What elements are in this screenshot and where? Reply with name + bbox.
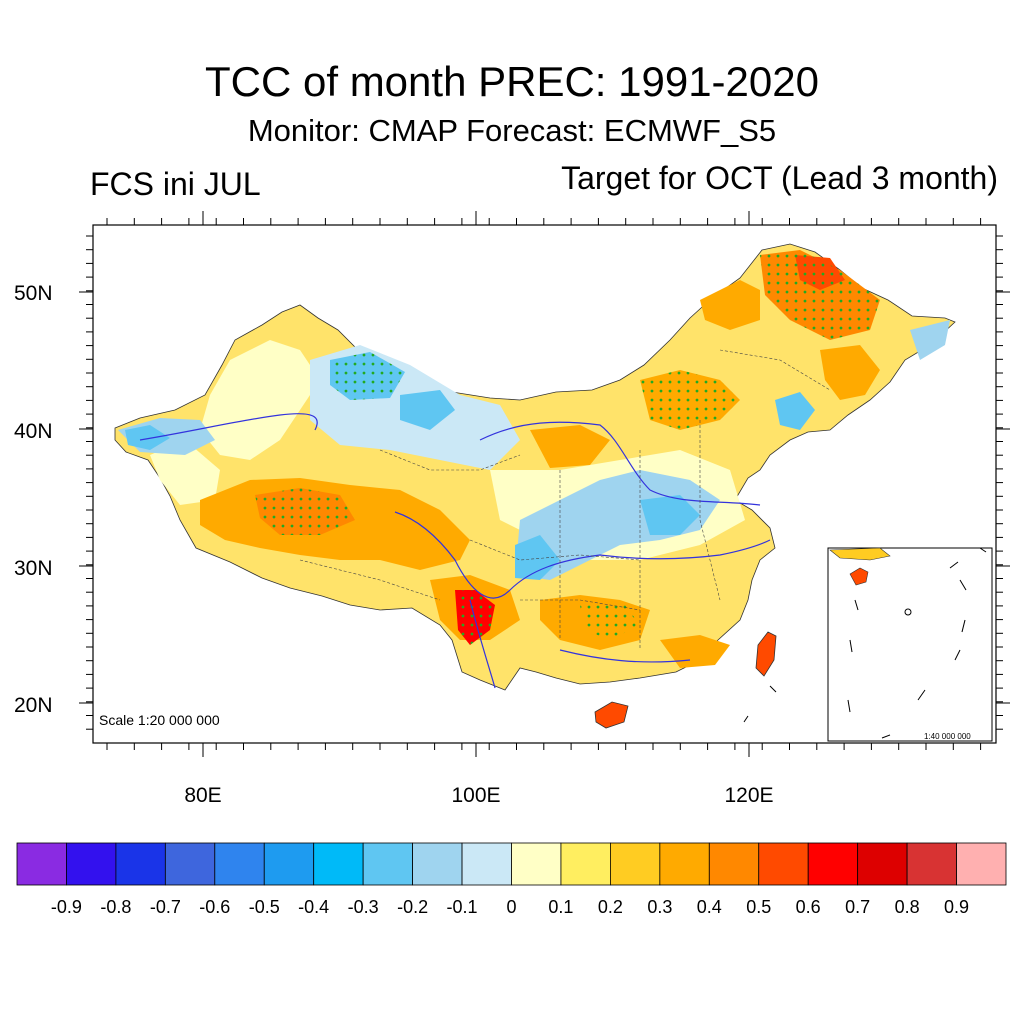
colorbar-label: -0.8: [100, 897, 131, 917]
lat-label-20n: 20N: [14, 694, 53, 717]
chart-title: TCC of month PREC: 1991-2020: [205, 58, 819, 105]
colorbar-label: 0.7: [845, 897, 870, 917]
taiwan-island: [755, 631, 777, 677]
colorbar-swatch: [956, 842, 1007, 886]
colorbar-swatch: [263, 842, 315, 886]
colorbar-swatch: [857, 842, 908, 886]
colorbar-label: -0.3: [348, 897, 379, 917]
colorbar-swatch: [362, 842, 413, 886]
lon-label-80e: 80E: [184, 784, 221, 807]
colorbar-label: -0.9: [51, 897, 82, 917]
colorbar-label: -0.7: [150, 897, 181, 917]
colorbar-swatch: [560, 842, 611, 886]
colorbar-swatch: [164, 842, 216, 886]
colorbar-label: 0: [506, 897, 516, 917]
colorbar-label: -0.2: [397, 897, 428, 917]
lat-label-30n: 30N: [14, 557, 53, 580]
colorbar-label: 0.6: [796, 897, 821, 917]
colorbar-swatch: [906, 842, 957, 886]
colorbar-swatch: [115, 842, 166, 886]
colorbar: -0.9 -0.8 -0.7 -0.6 -0.5 -0.4 -0.3 -0.2 -0.1 0 0.1…: [16, 842, 1007, 917]
colorbar-label: 0.3: [647, 897, 672, 917]
hainan-island: [594, 701, 629, 729]
colorbar-label: 0.4: [697, 897, 722, 917]
colorbar-swatch: [758, 842, 809, 886]
colorbar-label: 0.2: [598, 897, 623, 917]
south-china-sea-inset: 1:40 000 000: [827, 547, 993, 742]
colorbar-label: 0.1: [548, 897, 573, 917]
colorbar-swatch: [659, 842, 710, 886]
lon-label-120e: 120E: [724, 784, 773, 807]
colorbar-swatch: [214, 842, 265, 886]
colorbar-label: -0.5: [249, 897, 280, 917]
init-label: FCS ini JUL: [90, 166, 261, 202]
colorbar-label: 0.8: [895, 897, 920, 917]
colorbar-swatch: [66, 842, 117, 886]
colorbar-swatch: [511, 842, 562, 886]
colorbar-swatch: [412, 842, 463, 886]
target-label: Target for OCT (Lead 3 month): [561, 160, 998, 196]
colorbar-swatch: [461, 842, 512, 886]
lat-label-50n: 50N: [14, 282, 53, 305]
inset-scale-text: 1:40 000 000: [924, 732, 971, 741]
colorbar-label: -0.4: [298, 897, 329, 917]
colorbar-label: -0.1: [447, 897, 478, 917]
lon-label-100e: 100E: [451, 784, 500, 807]
map-scale-text: Scale 1:20 000 000: [99, 712, 220, 728]
colorbar-label: -0.6: [199, 897, 230, 917]
colorbar-label: 0.5: [746, 897, 771, 917]
province-borders: [299, 349, 831, 650]
colorbar-swatch: [708, 842, 760, 886]
colorbar-label: 0.9: [944, 897, 969, 917]
rivers: [139, 413, 771, 689]
chart-subtitle: Monitor: CMAP Forecast: ECMWF_S5: [247, 113, 777, 148]
colorbar-swatch: [610, 842, 661, 886]
colorbar-swatch: [16, 842, 67, 886]
colorbar-swatch: [313, 842, 364, 886]
map-content: Scale 1:20 000 000 1:40 000 000: [99, 243, 993, 742]
colorbar-swatch: [807, 842, 859, 886]
lat-label-40n: 40N: [14, 420, 53, 443]
